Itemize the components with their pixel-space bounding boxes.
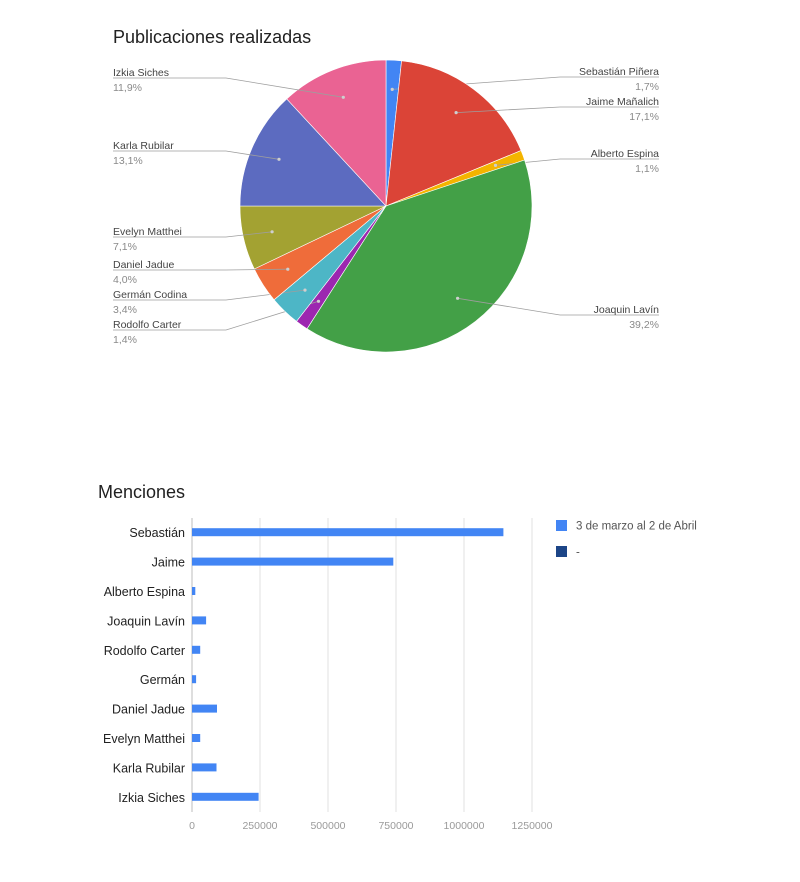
- pie-chart: Sebastián Piñera 1,7% Jaime Mañalich 17,1% A…: [113, 59, 660, 353]
- bar-joaquin-lavin: [192, 616, 207, 625]
- category-label: Evelyn Matthei: [103, 732, 185, 746]
- bar-izkia-siches: [192, 792, 259, 801]
- x-tick-label: 1000000: [444, 820, 485, 832]
- x-tick-label: 1250000: [512, 820, 553, 832]
- pie-label-evelyn-matthei: Evelyn Matthei: [113, 226, 182, 238]
- bar-daniel-jadue: [192, 704, 217, 713]
- bar-rodolfo-carter: [192, 645, 201, 654]
- pie-label-joaquin-lavin: Joaquin Lavín: [594, 304, 660, 316]
- pie-value-jaime-manalich: 17,1%: [629, 111, 659, 123]
- leader-line-izkia-siches: [113, 77, 344, 98]
- category-label: Germán: [140, 673, 185, 687]
- pie-label-karla-rubilar: Karla Rubilar: [113, 140, 174, 152]
- bar-alberto-espina: [192, 587, 196, 595]
- pie-label-izkia-siches: Izkia Siches: [113, 67, 169, 79]
- pie-slice-izkia-siches: [286, 59, 387, 207]
- leader-dot-rodolfo-carter: [316, 299, 321, 303]
- category-label: Izkia Siches: [118, 791, 185, 805]
- leader-dot-german-codina: [303, 288, 307, 292]
- pie-value-karla-rubilar: 13,1%: [113, 155, 143, 167]
- x-tick-label: 250000: [242, 820, 277, 832]
- leader-dot-daniel-jadue: [286, 267, 290, 271]
- pie-value-izkia-siches: 11,9%: [113, 82, 142, 94]
- leader-dot-alberto-espina: [493, 163, 498, 167]
- category-label: Karla Rubilar: [113, 761, 185, 775]
- pie-label-sebastian-pinera: Sebastián Piñera: [579, 66, 659, 78]
- x-tick-label: 0: [189, 820, 195, 832]
- leader-dot-joaquin-lavin: [456, 296, 460, 300]
- pie-slice-jaime-manalich: [385, 60, 522, 207]
- leader-line-jaime-manalich: [456, 106, 659, 113]
- leader-dot-sebastian-pinera: [390, 87, 394, 91]
- leader-dot-izkia-siches: [341, 95, 345, 99]
- category-label: Sebastián: [129, 526, 185, 540]
- pie-label-jaime-manalich: Jaime Mañalich: [586, 96, 659, 108]
- leader-line-joaquin-lavin: [457, 297, 659, 316]
- bar-sebastian: [192, 528, 504, 537]
- pie-value-joaquin-lavin: 39,2%: [629, 319, 659, 331]
- category-label: Jaime: [152, 556, 185, 570]
- pie-label-daniel-jadue: Daniel Jadue: [113, 259, 174, 271]
- x-tick-label: 500000: [310, 820, 345, 832]
- pie-value-alberto-espina: 1,1%: [635, 163, 659, 175]
- category-label: Daniel Jadue: [112, 703, 185, 717]
- bar-chart-title: Menciones: [98, 482, 186, 502]
- legend-label-0: 3 de marzo al 2 de Abril: [576, 521, 697, 533]
- legend-swatch-0: [556, 520, 567, 531]
- leader-dot-evelyn-matthei: [270, 230, 274, 234]
- pie-label-rodolfo-carter: Rodolfo Carter: [113, 319, 182, 331]
- pie-label-alberto-espina: Alberto Espina: [591, 148, 659, 160]
- pie-slice-karla-rubilar: [239, 98, 387, 207]
- category-label: Alberto Espina: [104, 585, 185, 599]
- legend-swatch-1: [556, 546, 567, 557]
- pie-value-daniel-jadue: 4,0%: [113, 274, 137, 286]
- leader-line-evelyn-matthei: [113, 231, 273, 238]
- leader-line-karla-rubilar: [113, 150, 280, 160]
- legend-label-1: -: [576, 547, 580, 559]
- category-label: Joaquin Lavín: [107, 614, 185, 628]
- pie-label-german-codina: Germán Codina: [113, 289, 187, 301]
- x-tick-label: 750000: [378, 820, 413, 832]
- pie-slice-joaquin-lavin: [306, 159, 533, 353]
- pie-value-sebastian-pinera: 1,7%: [635, 81, 659, 93]
- bar-evelyn-matthei: [192, 734, 201, 742]
- bar-chart: 0 250000 500000 750000 1000000 1250000 Sebasti…: [103, 518, 697, 832]
- leader-dot-jaime-manalich: [454, 111, 458, 115]
- category-label: Rodolfo Carter: [104, 644, 185, 658]
- bar-german: [192, 675, 197, 684]
- pie-value-evelyn-matthei: 7,1%: [113, 241, 137, 253]
- pie-chart-title: Publicaciones realizadas: [113, 27, 312, 47]
- bar-jaime: [192, 557, 394, 566]
- leader-line-daniel-jadue: [113, 268, 288, 271]
- bar-karla-rubilar: [192, 763, 217, 772]
- pie-value-rodolfo-carter: 1,4%: [113, 334, 137, 346]
- pie-value-german-codina: 3,4%: [113, 304, 137, 316]
- leader-dot-karla-rubilar: [277, 157, 281, 161]
